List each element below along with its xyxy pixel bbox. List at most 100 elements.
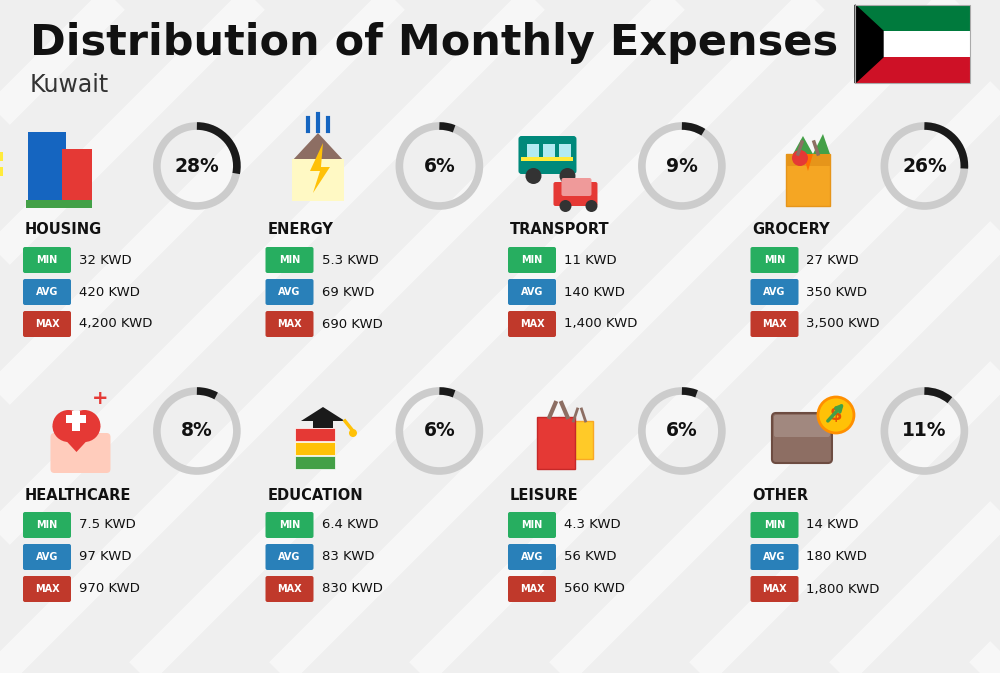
FancyBboxPatch shape: [26, 200, 92, 208]
FancyBboxPatch shape: [855, 5, 970, 31]
FancyBboxPatch shape: [521, 157, 573, 161]
Circle shape: [792, 150, 808, 166]
Text: 11 KWD: 11 KWD: [564, 254, 617, 267]
FancyBboxPatch shape: [23, 576, 71, 602]
Text: MIN: MIN: [36, 520, 58, 530]
Text: $: $: [830, 406, 842, 424]
Text: AVG: AVG: [521, 552, 543, 562]
Circle shape: [585, 200, 597, 212]
Polygon shape: [292, 133, 344, 161]
Text: AVG: AVG: [36, 287, 58, 297]
FancyBboxPatch shape: [72, 411, 80, 431]
Text: 6%: 6%: [424, 421, 455, 441]
FancyBboxPatch shape: [786, 154, 830, 166]
Circle shape: [818, 397, 854, 433]
FancyBboxPatch shape: [786, 154, 830, 206]
Text: MAX: MAX: [520, 319, 544, 329]
Text: 5.3 KWD: 5.3 KWD: [322, 254, 378, 267]
FancyBboxPatch shape: [553, 182, 597, 206]
Circle shape: [559, 168, 575, 184]
Text: HOUSING: HOUSING: [25, 223, 102, 238]
Text: 560 KWD: 560 KWD: [564, 583, 625, 596]
FancyBboxPatch shape: [508, 311, 556, 337]
Text: 180 KWD: 180 KWD: [806, 551, 867, 563]
FancyBboxPatch shape: [266, 576, 314, 602]
FancyBboxPatch shape: [543, 144, 555, 158]
Polygon shape: [52, 426, 100, 452]
FancyBboxPatch shape: [567, 421, 593, 459]
FancyBboxPatch shape: [774, 415, 830, 437]
Text: MIN: MIN: [36, 255, 58, 265]
FancyBboxPatch shape: [750, 576, 798, 602]
Text: MAX: MAX: [35, 584, 59, 594]
Text: MIN: MIN: [764, 255, 785, 265]
Circle shape: [68, 410, 100, 442]
Text: AVG: AVG: [521, 287, 543, 297]
Text: 97 KWD: 97 KWD: [79, 551, 132, 563]
Text: 420 KWD: 420 KWD: [79, 285, 140, 299]
FancyBboxPatch shape: [527, 144, 539, 158]
Text: Distribution of Monthly Expenses: Distribution of Monthly Expenses: [30, 22, 838, 64]
Text: MIN: MIN: [279, 520, 300, 530]
Circle shape: [525, 168, 541, 184]
Text: MIN: MIN: [764, 520, 785, 530]
Text: +: +: [92, 390, 109, 409]
FancyBboxPatch shape: [0, 152, 3, 161]
FancyBboxPatch shape: [750, 512, 798, 538]
Text: 26%: 26%: [902, 157, 947, 176]
Text: 11%: 11%: [902, 421, 947, 441]
Text: MAX: MAX: [762, 584, 787, 594]
Text: MIN: MIN: [521, 255, 543, 265]
Text: 28%: 28%: [175, 157, 219, 176]
FancyBboxPatch shape: [295, 456, 335, 469]
FancyBboxPatch shape: [855, 57, 970, 83]
FancyBboxPatch shape: [266, 247, 314, 273]
FancyBboxPatch shape: [295, 428, 335, 441]
Text: MAX: MAX: [277, 584, 302, 594]
FancyBboxPatch shape: [50, 433, 110, 473]
FancyBboxPatch shape: [23, 512, 71, 538]
FancyBboxPatch shape: [266, 279, 314, 305]
Text: 27 KWD: 27 KWD: [806, 254, 859, 267]
FancyBboxPatch shape: [23, 279, 71, 305]
Text: 14 KWD: 14 KWD: [806, 518, 859, 532]
Circle shape: [52, 410, 84, 442]
FancyBboxPatch shape: [518, 136, 576, 174]
Text: 4,200 KWD: 4,200 KWD: [79, 318, 152, 330]
Text: OTHER: OTHER: [753, 487, 809, 503]
FancyBboxPatch shape: [750, 279, 798, 305]
Text: MAX: MAX: [35, 319, 59, 329]
Text: MIN: MIN: [521, 520, 543, 530]
Circle shape: [559, 200, 571, 212]
Text: AVG: AVG: [763, 552, 786, 562]
Text: 6%: 6%: [666, 421, 698, 441]
Text: 6%: 6%: [424, 157, 455, 176]
Text: 1,800 KWD: 1,800 KWD: [806, 583, 880, 596]
FancyBboxPatch shape: [266, 512, 314, 538]
Text: Kuwait: Kuwait: [30, 73, 109, 97]
FancyBboxPatch shape: [62, 149, 92, 204]
FancyBboxPatch shape: [266, 311, 314, 337]
Text: 830 KWD: 830 KWD: [322, 583, 382, 596]
Polygon shape: [803, 154, 813, 171]
Text: ENERGY: ENERGY: [268, 223, 333, 238]
FancyBboxPatch shape: [313, 418, 333, 428]
FancyBboxPatch shape: [537, 417, 575, 469]
Text: 32 KWD: 32 KWD: [79, 254, 132, 267]
FancyBboxPatch shape: [508, 512, 556, 538]
FancyBboxPatch shape: [295, 442, 335, 455]
FancyBboxPatch shape: [0, 167, 3, 176]
Polygon shape: [301, 407, 345, 421]
FancyBboxPatch shape: [750, 311, 798, 337]
Text: AVG: AVG: [36, 552, 58, 562]
Text: 69 KWD: 69 KWD: [322, 285, 374, 299]
Text: MAX: MAX: [277, 319, 302, 329]
FancyBboxPatch shape: [508, 576, 556, 602]
Text: 6.4 KWD: 6.4 KWD: [322, 518, 378, 532]
Text: 83 KWD: 83 KWD: [322, 551, 374, 563]
Text: HEALTHCARE: HEALTHCARE: [25, 487, 131, 503]
Text: TRANSPORT: TRANSPORT: [510, 223, 610, 238]
FancyBboxPatch shape: [23, 544, 71, 570]
Text: 9%: 9%: [666, 157, 698, 176]
Polygon shape: [793, 136, 813, 154]
